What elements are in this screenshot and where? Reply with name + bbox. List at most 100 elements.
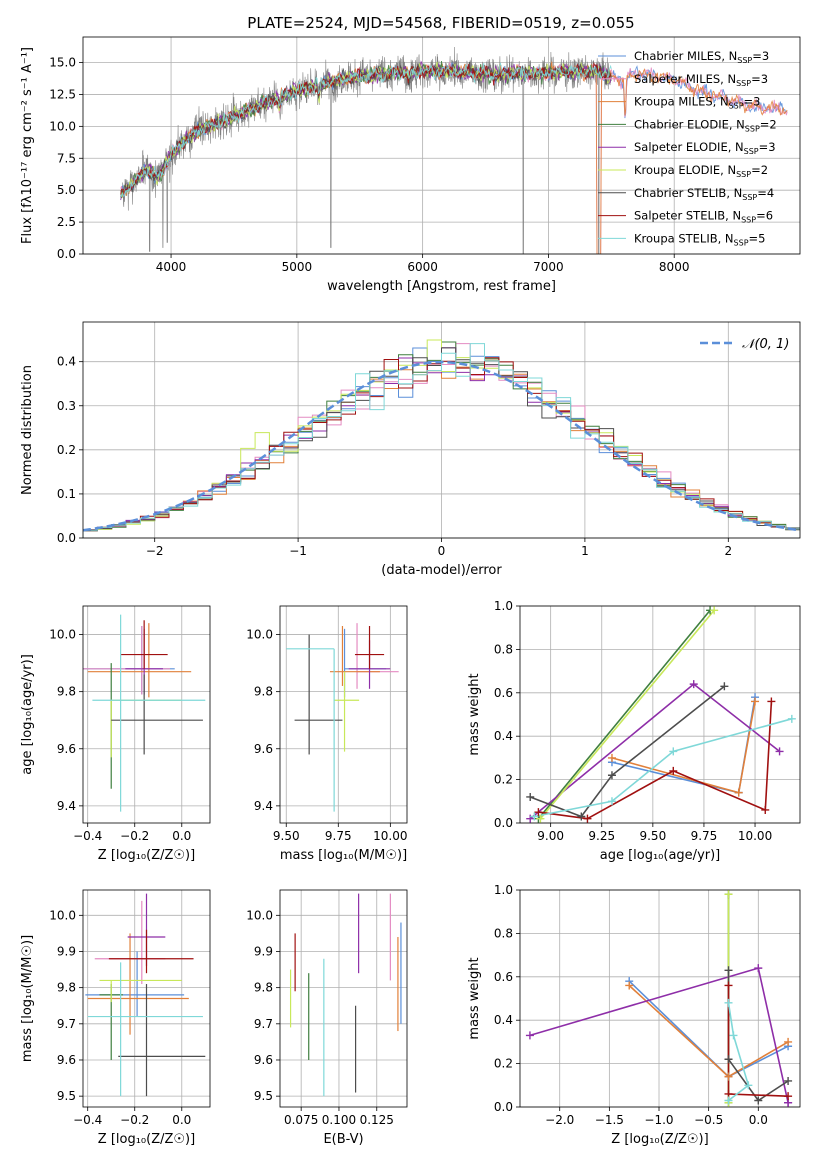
- plot-area: [286, 623, 399, 812]
- y-tick-label: 10.0: [49, 119, 76, 133]
- x-tick-label: 9.75: [691, 829, 718, 843]
- axes-frame: [279, 605, 408, 824]
- weight-line-chabrier_elodie: [537, 609, 711, 820]
- y-tick-label: 0.2: [494, 1057, 513, 1071]
- x-tick-label: 6000: [407, 260, 438, 274]
- y-axis-label: mass [log₁₀(M/M☉)]: [20, 935, 35, 1062]
- y-tick-label: 0.0: [57, 531, 76, 545]
- weight-marker-salpeter_elodie: [526, 814, 535, 823]
- x-tick-label: 0.100: [322, 1113, 356, 1127]
- weight-marker-kroupa_stelib: [607, 797, 616, 806]
- axes-frame: [519, 605, 801, 824]
- x-tick-label: −0.2: [120, 1113, 149, 1127]
- y-tick-label: 9.6: [57, 1053, 76, 1067]
- x-tick-label: −1.0: [644, 1113, 673, 1127]
- x-tick-label: 0.0: [749, 1113, 768, 1127]
- x-tick-label: −1.5: [595, 1113, 624, 1127]
- legend-label-salpeter_elodie: Salpeter ELODIE, NSSP=3: [634, 140, 776, 156]
- y-axis-label: Normed distribution: [20, 365, 35, 495]
- grid: [280, 890, 407, 1107]
- y-tick-label: 10.0: [49, 908, 76, 922]
- grid: [280, 606, 407, 823]
- weight-marker-salpeter_elodie: [754, 964, 763, 973]
- weight-marker-kroupa_elodie: [536, 814, 545, 823]
- weight-marker-kroupa_miles: [625, 981, 634, 990]
- weight-marker-kroupa_miles: [734, 788, 743, 797]
- y-tick-label: 0.0: [494, 1100, 513, 1114]
- x-axis-label: mass [log₁₀(M/M☉)]: [280, 848, 407, 863]
- y-tick-label: 9.5: [254, 1089, 273, 1103]
- panel-mass_vs_ebv: 0.075 0.100 0.125 9.5 9.6 9.7 9.8 9.9 10.0 E(B-V): [246, 889, 408, 1147]
- panel-weight_vs_age: 9.00 9.25 9.50 9.75 10.00 0.0 0.2 0.4 0.6 0.8 1.0 a…: [467, 599, 801, 863]
- plot-area: [289, 893, 402, 1097]
- weight-line-salpeter_stelib: [538, 701, 773, 820]
- weight-marker-salpeter_elodie: [525, 1031, 534, 1040]
- y-tick-label: 12.5: [49, 87, 76, 101]
- weight-marker-salpeter_stelib: [583, 814, 592, 823]
- weight-marker-kroupa_miles: [607, 753, 616, 762]
- weight-line-kroupa_stelib: [727, 1002, 750, 1102]
- weight-marker-chabrier_stelib: [526, 792, 535, 801]
- y-tick-label: 0.2: [57, 443, 76, 457]
- panel-age_vs_mass: 9.50 9.75 10.00 9.4 9.6 9.8 10.0 mass [log₁₀(M/…: [246, 605, 408, 863]
- y-tick-label: 9.6: [57, 742, 76, 756]
- y-tick-label: 0.2: [494, 773, 513, 787]
- y-tick-label: 0.6: [494, 686, 513, 700]
- y-tick-label: 1.0: [494, 599, 513, 613]
- y-tick-label: 0.0: [57, 247, 76, 261]
- axes-frame: [82, 36, 801, 255]
- legend-label-kroupa_elodie: Kroupa ELODIE, NSSP=2: [634, 163, 768, 179]
- weight-marker-salpeter_stelib: [534, 808, 543, 817]
- weight-marker-chabrier_stelib: [724, 1055, 733, 1064]
- x-tick-label: 0.075: [284, 1113, 318, 1127]
- legend-label-chabrier_elodie: Chabrier ELODIE, NSSP=2: [634, 117, 777, 133]
- legend-label-kroupa_miles: Kroupa MILES, NSSP=3: [634, 95, 760, 111]
- x-tick-label: 9.50: [639, 829, 666, 843]
- spectrum-legend: Chabrier MILES, NSSP=3 Salpeter MILES, NS…: [598, 49, 777, 247]
- weight-marker-chabrier_stelib: [784, 1076, 793, 1085]
- weight-marker-salpeter_stelib: [784, 1092, 793, 1101]
- x-axis-label: Z [log₁₀(Z/Z☉)]: [98, 848, 195, 863]
- weight-marker-salpeter_stelib: [761, 805, 770, 814]
- spectrum-model-kroupa_stelib: [120, 62, 612, 198]
- weight-line-salpeter_elodie: [529, 683, 781, 820]
- grid: [83, 606, 210, 823]
- y-tick-label: 7.5: [57, 151, 76, 165]
- legend-label-salpeter_miles: Salpeter MILES, NSSP=3: [634, 72, 768, 88]
- y-axis-label: age [log₁₀(age/yr)]: [20, 654, 35, 775]
- plot-area: [120, 46, 788, 254]
- y-tick-label: 10.0: [246, 908, 273, 922]
- x-tick-label: 0.0: [172, 829, 191, 843]
- x-tick-label: 2: [724, 544, 732, 558]
- legend-label-kroupa_stelib: Kroupa STELIB, NSSP=5: [634, 231, 765, 247]
- y-tick-label: 0.4: [494, 1013, 513, 1027]
- y-tick-label: 9.9: [57, 944, 76, 958]
- x-tick-label: 0.125: [360, 1113, 394, 1127]
- x-tick-label: 5000: [282, 260, 313, 274]
- x-axis-label: age [log₁₀(age/yr)]: [600, 848, 721, 863]
- axes-frame: [519, 889, 801, 1108]
- normal-reference-curve: [83, 360, 800, 532]
- weight-marker-kroupa_stelib: [724, 998, 733, 1007]
- y-tick-label: 9.4: [254, 799, 273, 813]
- weight-marker-kroupa_stelib: [787, 714, 796, 723]
- y-tick-label: 9.7: [254, 1017, 273, 1031]
- weight-marker-salpeter_elodie: [775, 747, 784, 756]
- legend-label-normal: 𝒩(0, 1): [742, 337, 789, 352]
- y-tick-label: 0.1: [57, 487, 76, 501]
- y-axis-label: Flux [fλ10⁻¹⁷ erg cm⁻² s⁻¹ A⁻¹]: [20, 47, 35, 244]
- weight-marker-salpeter_stelib: [767, 697, 776, 706]
- legend-label-chabrier_stelib: Chabrier STELIB, NSSP=4: [634, 186, 774, 202]
- grid: [520, 889, 800, 1108]
- panel-weight_vs_Z: −2.0 −1.5 −1.0 −0.5 0.0 0.0 0.2 0.4 0.6 0.8 1.0 Z […: [467, 883, 801, 1147]
- x-axis-label: Z [log₁₀(Z/Z☉)]: [611, 1132, 708, 1147]
- y-tick-label: 9.8: [57, 981, 76, 995]
- weight-marker-salpeter_stelib: [669, 766, 678, 775]
- plot-area: [529, 609, 793, 820]
- x-tick-label: −0.4: [73, 829, 102, 843]
- plot-area: [83, 339, 800, 538]
- weight-marker-kroupa_stelib: [669, 747, 678, 756]
- weight-marker-chabrier_stelib: [720, 682, 729, 691]
- axes-frame: [82, 605, 211, 824]
